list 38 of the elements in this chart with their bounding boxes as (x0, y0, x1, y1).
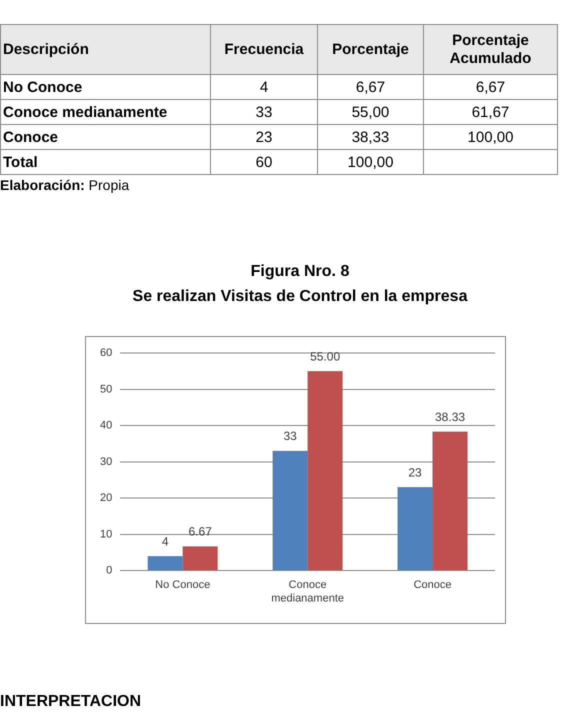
y-tick-label: 30 (100, 456, 112, 468)
category-label: Conoce medianamente (3, 104, 168, 120)
category-label: No Conoce (3, 78, 82, 96)
x-tick-label: Conoce (414, 579, 452, 592)
data-label: 55.00 (310, 349, 340, 364)
text: Descripción (3, 41, 89, 58)
text: 60 (256, 154, 272, 170)
y-tick-label: 50 (100, 383, 112, 396)
text: Elaboración: Propia (0, 177, 130, 193)
y-tick-label: 20 (100, 492, 112, 504)
text: INTERPRETACION (0, 693, 142, 710)
text: 100,00 (348, 154, 394, 170)
text: 38,33 (352, 128, 390, 146)
category-label: Porcentaje Acumulado (450, 32, 532, 66)
category-label: Total (3, 154, 38, 170)
data-label: 4 (162, 534, 169, 548)
chart-title: Figura Nro. 8 (250, 263, 350, 280)
text: 100,00 (468, 128, 514, 146)
data-label: 23 (408, 466, 422, 480)
text: 6,67 (476, 78, 506, 96)
text: 55,00 (352, 104, 390, 120)
text: 23 (256, 128, 272, 146)
x-tick-label: Conoce medianamente (271, 579, 344, 604)
text: 33 (256, 104, 272, 120)
y-tick-label: 60 (100, 347, 112, 360)
y-tick-label: 0 (106, 564, 112, 577)
data-label: 33 (283, 429, 298, 444)
x-tick-label: No Conoce (155, 579, 210, 592)
y-tick-label: 40 (100, 420, 112, 432)
chart-subtitle: Se realizan Visitas de Control en la empresa (132, 288, 468, 305)
y-tick-label: 10 (100, 528, 112, 540)
category-label: Conoce (3, 128, 58, 146)
category-label: Porcentaje (332, 40, 409, 58)
category-label: Frecuencia (224, 40, 304, 58)
text: 6,67 (356, 78, 386, 96)
text: 4 (260, 78, 268, 96)
data-label: 38.33 (435, 410, 466, 424)
text: 61,67 (472, 104, 510, 120)
